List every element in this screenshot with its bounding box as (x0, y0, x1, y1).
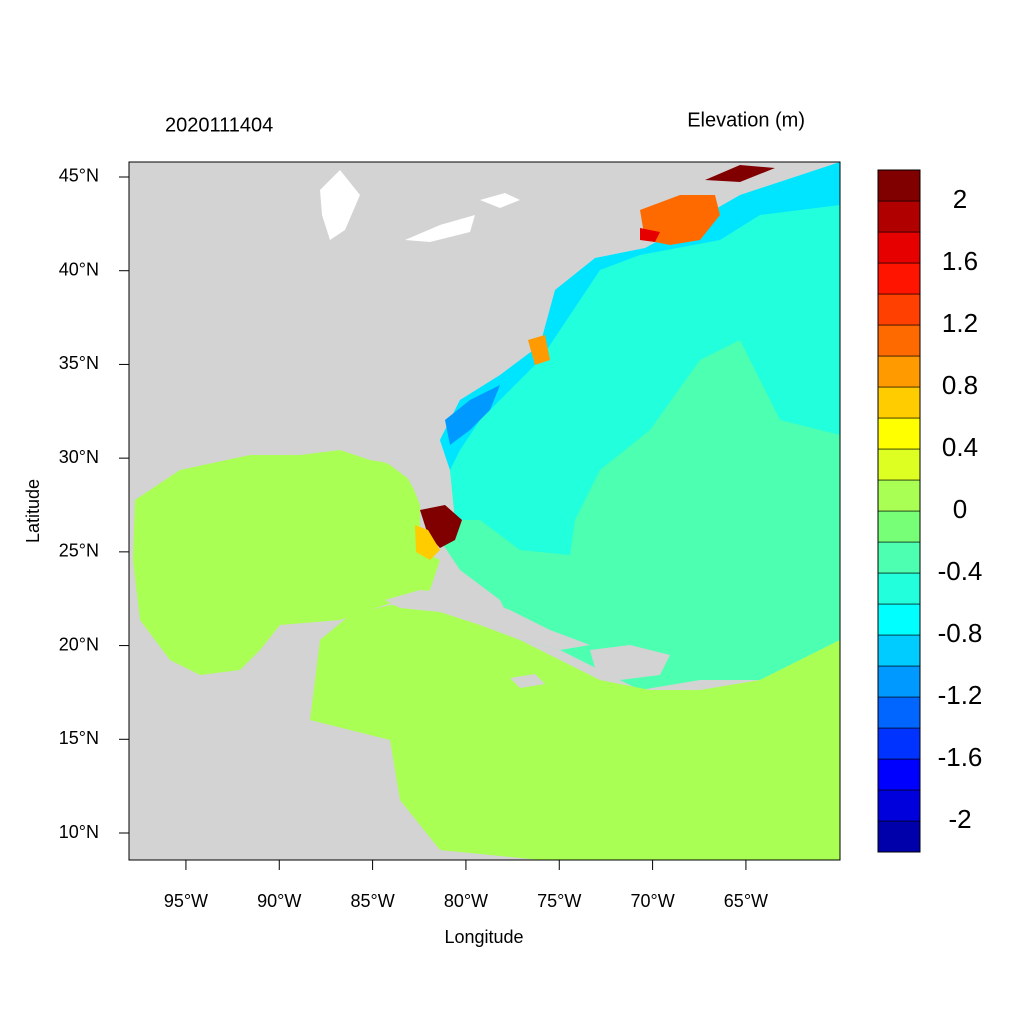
colorbar-box (877, 789, 921, 822)
colorbar-box (877, 820, 921, 853)
maine-peak (640, 228, 660, 242)
y-tick-label: 20°N (59, 634, 99, 654)
colorbar-box (877, 665, 921, 698)
colorbar-box (877, 696, 921, 729)
y-tick-label: 25°N (59, 541, 99, 561)
colorbar-box (877, 293, 921, 326)
jamaica (510, 674, 545, 688)
y-tick-label: 40°N (59, 259, 99, 279)
colorbar-box (877, 262, 921, 295)
colorbar-box (877, 510, 921, 543)
y-tick-label: 10°N (59, 822, 99, 842)
y-tick-label: 30°N (59, 447, 99, 467)
colorbar-label: -2 (948, 804, 971, 834)
colorbar-frame (877, 169, 921, 853)
x-tick-label: 65°W (724, 891, 768, 911)
colorbar-label: -1.6 (938, 742, 983, 772)
colorbar-label: 0 (953, 494, 967, 524)
shelf-field (440, 162, 840, 555)
colorbar-box (877, 386, 921, 419)
x-axis-label: Longitude (444, 927, 523, 947)
colorbar-label: 0.4 (942, 432, 978, 462)
colorbar-box (877, 541, 921, 574)
colorbar-box (877, 355, 921, 388)
colorbar-label: 2 (953, 184, 967, 214)
florida-west-surge (415, 525, 440, 560)
cuba (385, 590, 590, 650)
colorbar-box (877, 231, 921, 264)
lake-erie (405, 215, 475, 242)
x-tick-label: 90°W (257, 891, 301, 911)
colorbar-box (877, 634, 921, 667)
x-tick-label: 80°W (444, 891, 488, 911)
colorbar-box (877, 758, 921, 791)
variable-title: Elevation (m) (687, 109, 805, 131)
maine-surge (640, 195, 720, 245)
hispaniola (590, 645, 670, 680)
colorbar-label: -0.8 (938, 618, 983, 648)
y-tick-label: 35°N (59, 353, 99, 373)
map-area (129, 162, 840, 860)
coastal-lower-field (445, 385, 500, 445)
caribbean-field (310, 605, 840, 860)
carolina-surge (528, 335, 550, 365)
colorbar-box (877, 479, 921, 512)
y-axis-label: Latitude (23, 479, 43, 543)
map-frame (128, 161, 841, 861)
colorbar-box (877, 200, 921, 233)
colorbar-box (877, 572, 921, 605)
colorbar-label: 0.8 (942, 370, 978, 400)
lake-ontario (480, 193, 520, 208)
colorbar-box (877, 324, 921, 357)
colorbar-label: 1.6 (942, 246, 978, 276)
colorbar-box (877, 417, 921, 450)
x-tick-label: 95°W (164, 891, 208, 911)
colorbar-box (877, 603, 921, 636)
x-tick-label: 75°W (537, 891, 581, 911)
colorbar-box (877, 448, 921, 481)
colorbar-label: 1.2 (942, 308, 978, 338)
colorbar-box (877, 727, 921, 760)
x-tick-label: 70°W (630, 891, 674, 911)
coastal-low-field (440, 162, 840, 470)
nova-scotia-surge (705, 165, 775, 182)
y-tick-label: 45°N (59, 166, 99, 186)
colorbar-label: -0.4 (938, 556, 983, 586)
colorbar-box (877, 169, 921, 202)
y-tick-label: 15°N (59, 728, 99, 748)
great-lakes (320, 170, 360, 240)
date-title: 2020111404 (165, 114, 273, 136)
gulf-field (133, 450, 440, 675)
x-tick-label: 85°W (350, 891, 394, 911)
colorbar-label: -1.2 (938, 680, 983, 710)
